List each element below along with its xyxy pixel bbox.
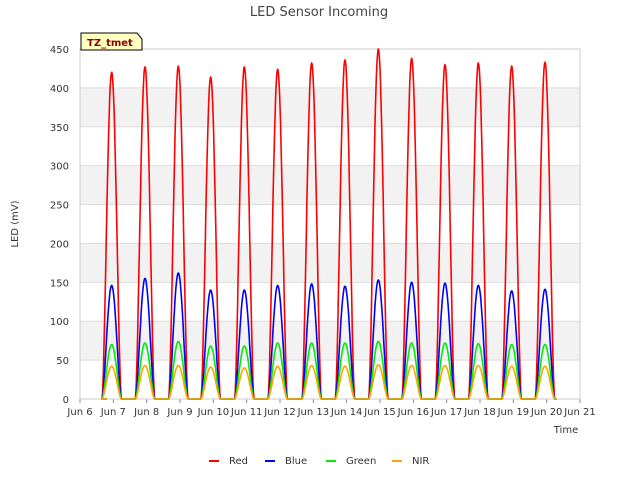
y-axis-label: LED (mV)	[10, 200, 21, 247]
x-tick-label: Jun 18	[463, 407, 496, 418]
plot-bands	[80, 87, 580, 361]
legend: Red Blue Green NIR	[209, 456, 429, 467]
series-lines	[101, 48, 557, 400]
x-tick-label: Jun 6	[66, 407, 92, 418]
x-axis-label: Time	[553, 425, 578, 436]
chart-title: LED Sensor Incoming	[250, 5, 388, 20]
x-tick-label: Jun 16	[397, 407, 430, 418]
x-tick-label: Jun 7	[100, 407, 126, 418]
x-tick-label: Jun 15	[363, 407, 396, 418]
grid-band	[80, 87, 580, 127]
legend-label-red: Red	[229, 456, 248, 467]
y-tick-label: 450	[50, 45, 69, 56]
series-line-nir	[101, 364, 557, 400]
y-tick-label: 350	[50, 123, 69, 134]
x-tick-labels: Jun 6 Jun 7 Jun 8 Jun 9 Jun 10 Jun 11 Jun 12 Ju…	[66, 407, 595, 418]
x-tick-label: Jun 17	[430, 407, 463, 418]
y-tick-label: 400	[50, 84, 69, 95]
x-tick-label: Jun 19	[497, 407, 530, 418]
x-tick-label: Jun 13	[297, 407, 330, 418]
legend-label-blue: Blue	[285, 456, 307, 467]
legend-label-green: Green	[346, 456, 376, 467]
y-tick-label: 150	[50, 278, 69, 289]
x-tick-label: Jun 8	[133, 407, 159, 418]
y-tick-label: 200	[50, 239, 69, 250]
tz-badge: TZ_tmet	[80, 32, 143, 51]
y-tick-label: 300	[50, 162, 69, 173]
y-tick-label: 250	[50, 201, 69, 212]
legend-label-nir: NIR	[412, 456, 429, 467]
x-tick-label: Jun 9	[166, 407, 192, 418]
y-tick-label: 50	[56, 356, 69, 367]
y-tick-label: 100	[50, 317, 69, 328]
y-tick-labels: 0 50 100 150 200 250 300 350 400 450	[50, 45, 69, 406]
y-tick-label: 0	[63, 395, 69, 406]
x-tick-label: Jun 14	[330, 407, 363, 418]
x-tick-label: Jun 20	[530, 407, 563, 418]
x-tick-label: Jun 11	[230, 407, 263, 418]
x-tick-label: Jun 12	[263, 407, 296, 418]
grid-band	[80, 243, 580, 283]
tz-badge-label: TZ_tmet	[87, 38, 133, 49]
tz-badge-box	[80, 32, 143, 51]
x-tick-label: Jun 21	[563, 407, 596, 418]
grid-band	[80, 165, 580, 205]
grid-band	[80, 321, 580, 361]
x-tick-label: Jun 10	[197, 407, 230, 418]
